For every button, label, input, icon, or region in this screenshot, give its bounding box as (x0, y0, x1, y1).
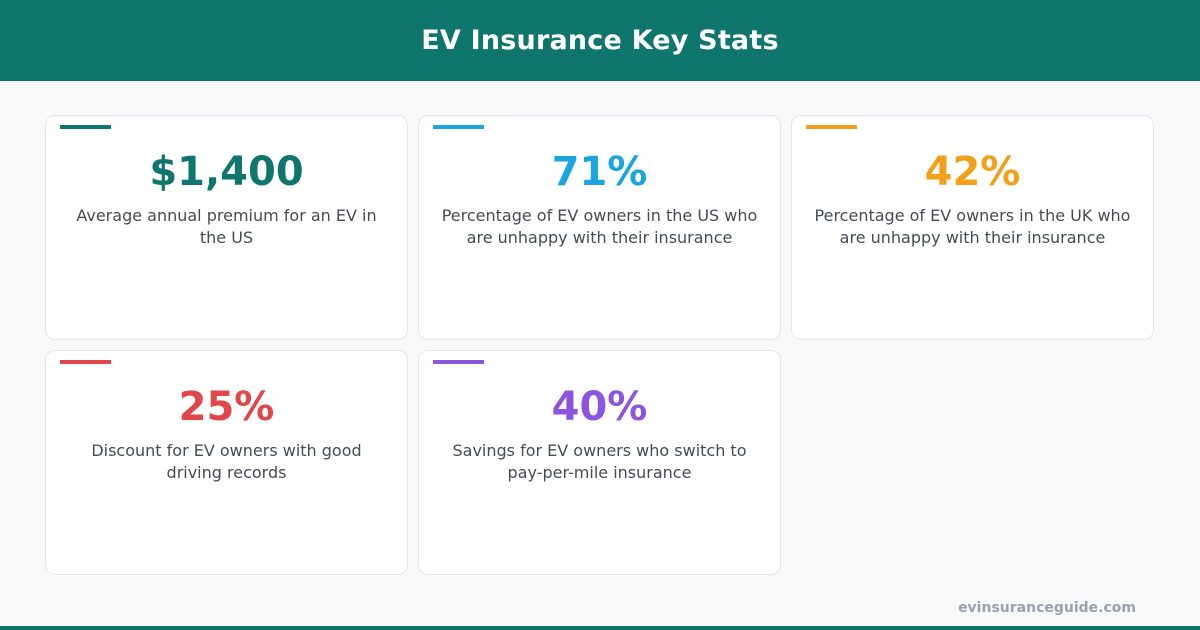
card-accent-bar (60, 125, 111, 129)
stat-card-us-unhappy: 71% Percentage of EV owners in the US wh… (418, 115, 781, 340)
stat-description: Percentage of EV owners in the US who ar… (441, 206, 758, 247)
stat-description: Discount for EV owners with good driving… (91, 441, 362, 482)
stat-card-us-premium: $1,400 Average annual premium for an EV … (45, 115, 408, 340)
stat-value: 42% (924, 149, 1021, 195)
header-banner: EV Insurance Key Stats (0, 0, 1200, 81)
stat-card-good-driver-discount: 25% Discount for EV owners with good dri… (45, 350, 408, 575)
stat-description: Savings for EV owners who switch to pay-… (452, 441, 747, 482)
card-accent-bar (433, 360, 484, 364)
stat-description: Average annual premium for an EV in the … (76, 206, 377, 247)
stat-description: Percentage of EV owners in the UK who ar… (814, 206, 1131, 247)
stat-card-pay-per-mile-savings: 40% Savings for EV owners who switch to … (418, 350, 781, 575)
stat-value: 40% (551, 384, 648, 430)
site-url: evinsuranceguide.com (958, 600, 1136, 616)
card-accent-bar (60, 360, 111, 364)
card-accent-bar (806, 125, 857, 129)
page-title: EV Insurance Key Stats (421, 25, 779, 56)
stat-value: 25% (178, 384, 275, 430)
stat-card-uk-unhappy: 42% Percentage of EV owners in the UK wh… (791, 115, 1154, 340)
stat-value: $1,400 (149, 149, 304, 195)
footer-bar (0, 626, 1200, 630)
stat-value: 71% (551, 149, 648, 195)
card-accent-bar (433, 125, 484, 129)
